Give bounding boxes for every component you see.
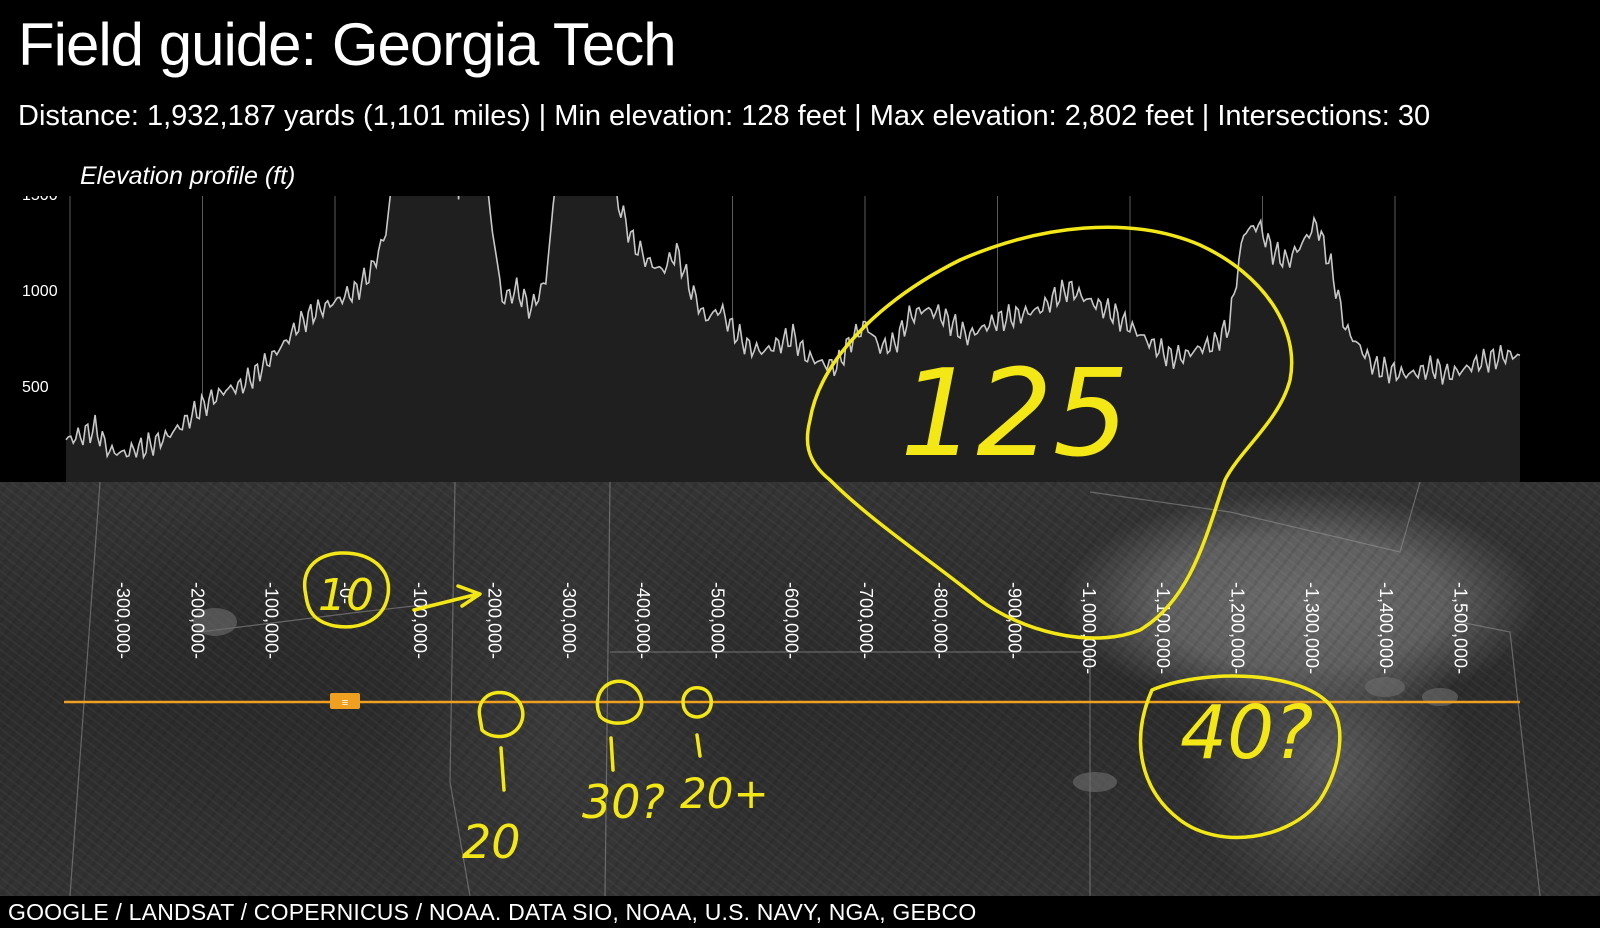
distance-tick-label: -0-	[336, 582, 356, 604]
lake	[1365, 677, 1405, 697]
y-tick-label: 1500	[22, 196, 58, 204]
distance-tick-label: -300,000-	[113, 582, 133, 659]
distance-tick-label: -200,000-	[187, 582, 207, 659]
boundary-line	[449, 482, 471, 896]
distance-tick-label: -100,000-	[410, 582, 430, 659]
map-water-bodies	[193, 608, 1458, 792]
satellite-map[interactable]: -300,000- -200,000- -100,000- -0- -100,000- -…	[0, 482, 1600, 896]
lake	[193, 608, 237, 636]
distance-tick-label: -600,000-	[782, 582, 802, 659]
y-tick-label: 1000	[22, 283, 58, 300]
lake	[1422, 688, 1458, 706]
distance-tick-label: -1,200,000-	[1228, 582, 1248, 674]
map-overlay: -300,000- -200,000- -100,000- -0- -100,000- -…	[64, 482, 1541, 896]
distance-tick-label: -200,000-	[485, 582, 505, 659]
distance-tick-label: -400,000-	[633, 582, 653, 659]
distance-ticks: -300,000- -200,000- -100,000- -0- -100,000- -…	[113, 582, 1470, 674]
distance-tick-label: -800,000-	[930, 582, 950, 659]
distance-tick-label: -900,000-	[1005, 582, 1025, 659]
distance-tick-label: -1,400,000-	[1376, 582, 1396, 674]
boundary-line	[1089, 482, 1421, 553]
boundary-line	[610, 651, 1091, 896]
y-axis-labels: 5001000150020002500	[22, 196, 58, 396]
page-title: Field guide: Georgia Tech	[18, 11, 677, 78]
route-marker[interactable]	[330, 693, 360, 709]
elevation-chart: 5001000150020002500	[22, 196, 1521, 482]
route-stats: Distance: 1,932,187 yards (1,101 miles) …	[18, 100, 1431, 132]
route-marker-icon: ≡	[342, 697, 348, 709]
distance-tick-label: -1,300,000-	[1302, 582, 1322, 674]
boundary-line	[69, 482, 101, 896]
map-boundary-lines	[69, 482, 1541, 896]
distance-tick-label: -700,000-	[856, 582, 876, 659]
y-tick-label: 500	[22, 379, 49, 396]
lake	[1073, 772, 1117, 792]
boundary-line	[604, 482, 611, 896]
imagery-credit: GOOGLE / LANDSAT / COPERNICUS / NOAA. DA…	[8, 899, 977, 925]
distance-tick-label: -100,000-	[262, 582, 282, 659]
boundary-line	[1459, 621, 1541, 896]
elevation-chart-title: Elevation profile (ft)	[80, 162, 296, 190]
distance-tick-label: -1,000,000-	[1079, 582, 1099, 674]
distance-tick-label: -500,000-	[707, 582, 727, 659]
distance-tick-label: -1,100,000-	[1153, 582, 1173, 674]
distance-tick-label: -300,000-	[559, 582, 579, 659]
distance-tick-label: -1,500,000-	[1450, 582, 1470, 674]
